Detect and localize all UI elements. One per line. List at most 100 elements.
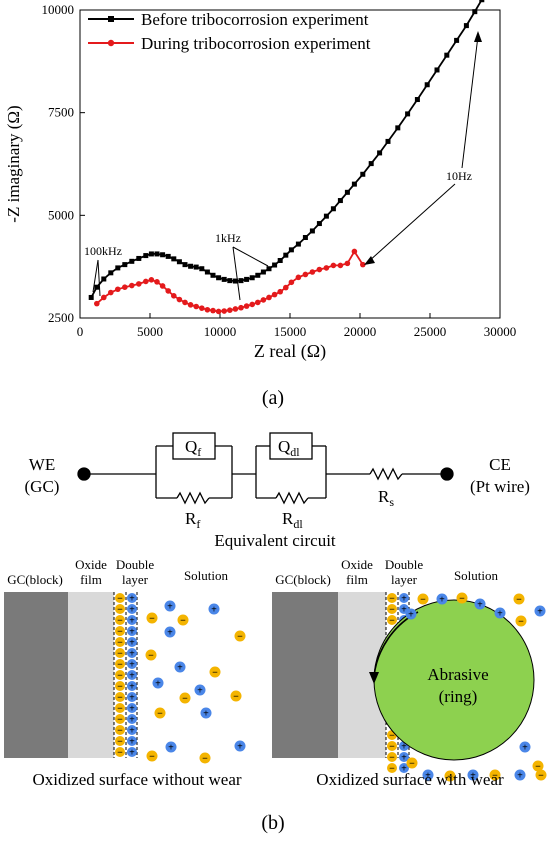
- right-gc-block: [272, 592, 338, 758]
- x-tick-label: 20000: [344, 324, 377, 339]
- series-1-point: [227, 307, 233, 313]
- plot-frame: [79, 9, 501, 319]
- ion-sign: −: [117, 660, 123, 671]
- ion-circle: [127, 703, 137, 713]
- ion-circle: [406, 757, 418, 769]
- series-1-point: [330, 262, 337, 269]
- anion-ion: −: [387, 763, 397, 775]
- anion-ion: −: [230, 690, 242, 703]
- cation-ion: +: [234, 740, 246, 753]
- schematic-left: GC(block) Oxide film Double layer Soluti…: [4, 557, 246, 789]
- ion-circle: [467, 769, 479, 781]
- ion-sign: +: [522, 743, 528, 754]
- cation-ion: +: [127, 648, 137, 660]
- anion-ion: −: [387, 593, 397, 605]
- ion-circle: [234, 630, 246, 642]
- series-0-point: [227, 278, 233, 284]
- ion-sign: +: [401, 594, 407, 605]
- annotation-10hz-arrowhead-2: [364, 256, 375, 265]
- x-tick-label: 30000: [484, 324, 517, 339]
- anion-ion: −: [456, 592, 468, 605]
- chart-legend: Before tribocorrosion experiment During …: [88, 10, 371, 53]
- right-solution-label: Solution: [454, 568, 499, 583]
- anion-ion: −: [145, 649, 157, 662]
- ion-circle: [127, 659, 137, 669]
- ion-sign: −: [117, 715, 123, 726]
- anion-ion: −: [115, 703, 125, 715]
- series-1-point: [232, 306, 239, 312]
- series-1-point: [351, 248, 358, 255]
- ion-circle: [115, 604, 125, 614]
- x-tick-label: 5000: [137, 324, 163, 339]
- ion-sign: +: [129, 715, 135, 726]
- rs-label: Rs: [378, 487, 394, 509]
- anion-ion: −: [115, 615, 125, 627]
- series-0-point: [148, 251, 154, 257]
- series-0-point: [88, 294, 94, 300]
- ion-circle: [234, 740, 246, 752]
- ion-circle: [115, 692, 125, 702]
- ion-circle: [199, 752, 211, 764]
- ion-circle: [387, 763, 397, 773]
- ion-sign: −: [117, 616, 123, 627]
- series-0-point: [221, 276, 227, 282]
- left-double-label-1: Double: [116, 557, 155, 572]
- ion-circle: [513, 593, 525, 605]
- cation-ion: +: [127, 615, 137, 627]
- cation-ion: +: [165, 741, 177, 754]
- circuit-caption: Equivalent circuit: [214, 531, 336, 550]
- ion-sign: −: [212, 668, 218, 679]
- annotation-10hz-arrowhead-1: [474, 31, 482, 42]
- ion-sign: +: [129, 693, 135, 704]
- anion-ion: −: [115, 725, 125, 737]
- ion-sign: −: [117, 638, 123, 649]
- series-0-point: [160, 252, 166, 258]
- ion-sign: +: [129, 605, 135, 616]
- series-1-point: [288, 279, 295, 286]
- series-0-point: [238, 278, 244, 284]
- series-0-point: [454, 37, 460, 43]
- series-0-point: [316, 221, 322, 227]
- ion-circle: [209, 666, 221, 678]
- anion-ion: −: [234, 630, 246, 643]
- ion-circle: [127, 604, 137, 614]
- ion-circle: [127, 681, 137, 691]
- ion-circle: [535, 769, 547, 781]
- schematic-right: GC(block) Oxide film Double layer Soluti…: [272, 557, 547, 789]
- series-0-point: [351, 181, 357, 187]
- anion-ion: −: [115, 659, 125, 671]
- ion-circle: [127, 615, 137, 625]
- ion-sign: −: [389, 742, 395, 753]
- cation-ion: +: [127, 747, 137, 759]
- right-double-label-2: layer: [391, 572, 418, 587]
- ion-circle: [532, 760, 544, 772]
- ion-circle: [230, 690, 242, 702]
- ion-sign: −: [157, 709, 163, 720]
- cation-ion: +: [514, 769, 526, 782]
- cation-ion: +: [164, 600, 176, 613]
- series-0-point: [176, 259, 182, 265]
- cation-ion: +: [436, 593, 448, 606]
- rotation-arrowhead: [369, 672, 379, 684]
- series-0-point: [165, 253, 171, 259]
- legend-marker-during: [107, 39, 115, 47]
- right-block-label: GC(block): [275, 572, 331, 587]
- cation-ion: +: [474, 598, 486, 611]
- ion-circle: [387, 615, 397, 625]
- ce-label: CE: [489, 455, 511, 474]
- ion-circle: [515, 615, 527, 627]
- series-1-point: [143, 278, 149, 285]
- ion-sign: +: [168, 743, 174, 754]
- ion-sign: −: [117, 605, 123, 616]
- series-0-point: [232, 278, 238, 284]
- series-0-point: [255, 272, 261, 278]
- series-1-point: [154, 279, 160, 285]
- qf-label: Qf: [185, 437, 201, 459]
- panel-label-a: (a): [262, 387, 284, 409]
- series-0-point: [101, 276, 107, 282]
- series-1-point: [221, 308, 227, 314]
- series-0-point: [260, 269, 266, 275]
- ion-circle: [177, 614, 189, 626]
- ion-sign: +: [129, 682, 135, 693]
- ion-circle: [127, 725, 137, 735]
